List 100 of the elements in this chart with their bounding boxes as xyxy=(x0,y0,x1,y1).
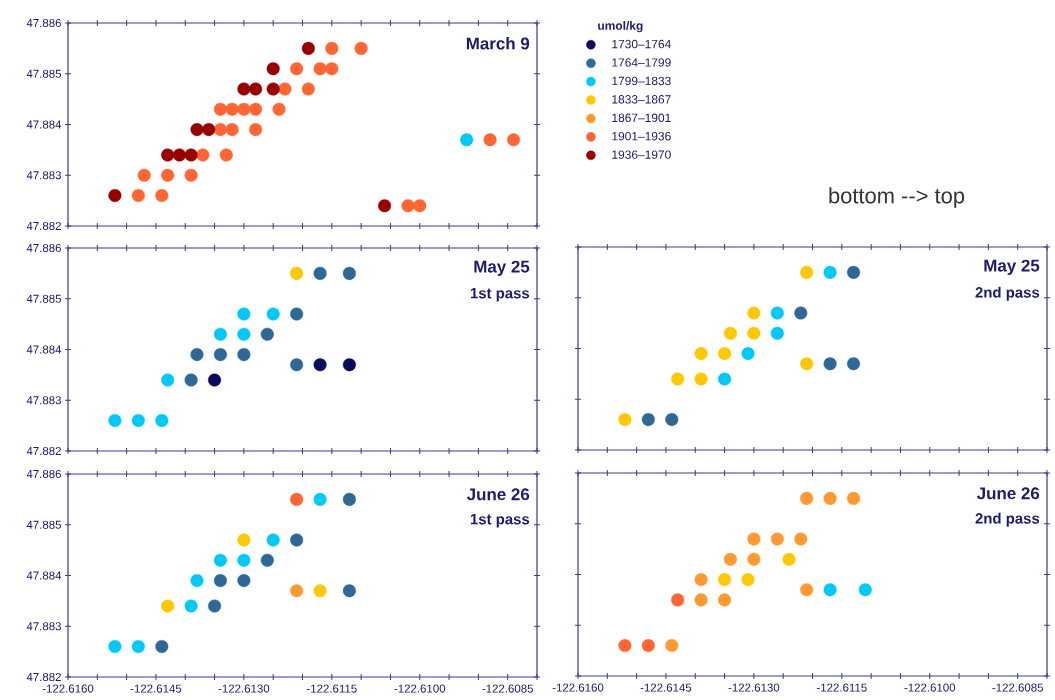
text: 2nd pass xyxy=(975,286,1040,301)
y-tick-label: 47.882 xyxy=(26,221,61,231)
point xyxy=(278,82,292,96)
point xyxy=(161,373,175,387)
point xyxy=(847,357,861,371)
point xyxy=(131,189,145,203)
y-tick-label: 47.883 xyxy=(26,396,61,405)
point xyxy=(858,583,872,597)
point xyxy=(800,357,814,371)
point xyxy=(671,372,685,386)
point xyxy=(354,41,368,55)
point xyxy=(155,414,169,428)
point xyxy=(266,62,280,76)
point xyxy=(507,133,521,147)
text: June 26 xyxy=(976,487,1040,500)
point xyxy=(184,168,198,182)
y-tick-label: 47.885 xyxy=(26,69,61,78)
point xyxy=(184,148,198,162)
point xyxy=(313,266,327,280)
point xyxy=(770,326,784,340)
x-tick-label: -122.6085 xyxy=(482,684,533,693)
y-tick-label: 47.884 xyxy=(26,345,62,354)
text: June 26 xyxy=(466,488,530,501)
point xyxy=(161,599,175,613)
point xyxy=(237,574,251,588)
point xyxy=(131,414,145,428)
x-tick-label: -122.6085 xyxy=(992,683,1043,692)
point xyxy=(694,593,708,607)
point xyxy=(723,552,737,566)
x-tick-label: -122.6160 xyxy=(552,683,604,692)
point xyxy=(325,41,339,55)
point xyxy=(313,62,327,76)
point xyxy=(460,133,474,147)
point xyxy=(155,189,169,203)
legend-label: 1799–1833 xyxy=(612,76,671,86)
point xyxy=(290,533,304,547)
point xyxy=(266,533,280,547)
point xyxy=(694,347,708,361)
point xyxy=(161,148,175,162)
point xyxy=(325,62,339,76)
point xyxy=(694,573,708,587)
point xyxy=(290,584,304,598)
point xyxy=(782,552,796,566)
text: May 25 xyxy=(474,260,530,276)
point xyxy=(272,102,286,116)
point xyxy=(618,413,632,427)
point xyxy=(237,307,251,321)
point xyxy=(184,599,198,613)
point xyxy=(290,358,304,372)
point xyxy=(718,573,732,587)
point xyxy=(108,189,122,203)
point xyxy=(266,307,280,321)
legend-label: 1936–1970 xyxy=(612,150,671,159)
point xyxy=(237,348,251,362)
y-tick-label: 47.883 xyxy=(26,171,61,180)
point xyxy=(641,413,655,427)
point xyxy=(196,148,210,162)
point xyxy=(665,639,679,653)
x-tick-label: -122.6100 xyxy=(904,683,956,692)
y-tick-label: 47.882 xyxy=(26,672,61,682)
point xyxy=(794,532,808,546)
point xyxy=(718,372,732,386)
point xyxy=(202,123,216,137)
point xyxy=(237,102,251,116)
y-tick-label: 47.886 xyxy=(26,469,61,479)
point xyxy=(213,348,227,362)
y-tick-label: 47.885 xyxy=(26,520,61,529)
legend-label: 1730–1764 xyxy=(612,39,671,49)
point xyxy=(823,265,837,279)
point xyxy=(718,593,732,607)
point xyxy=(313,492,327,506)
point xyxy=(800,583,814,597)
y-tick-label: 47.886 xyxy=(26,243,61,253)
point xyxy=(741,573,755,587)
point xyxy=(718,347,732,361)
point xyxy=(401,199,415,213)
y-tick-label: 47.884 xyxy=(26,571,62,580)
point xyxy=(208,599,222,613)
point xyxy=(108,640,122,654)
x-tick-label: -122.6100 xyxy=(394,684,446,693)
text: bottom --> top xyxy=(829,187,965,208)
point xyxy=(290,492,304,506)
point xyxy=(413,199,427,213)
point xyxy=(794,306,808,320)
point xyxy=(747,552,761,566)
point xyxy=(108,414,122,428)
legend-title: umol/kg xyxy=(598,21,643,33)
point xyxy=(301,82,315,96)
point xyxy=(301,41,315,55)
point xyxy=(249,102,263,116)
point xyxy=(618,639,632,653)
y-tick-label: 47.882 xyxy=(26,446,61,456)
point xyxy=(800,265,814,279)
point xyxy=(290,266,304,280)
point xyxy=(237,327,251,341)
point xyxy=(131,640,145,654)
point xyxy=(770,306,784,320)
point xyxy=(237,533,251,547)
point xyxy=(260,553,274,567)
point xyxy=(342,492,356,506)
